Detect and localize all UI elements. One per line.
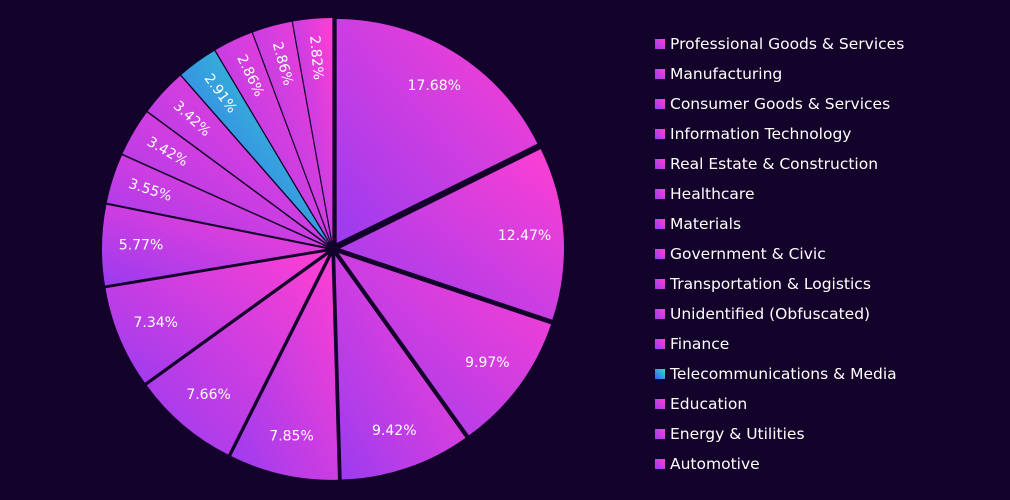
slice-label-government-and-civic: 5.77% (119, 238, 163, 254)
legend-swatch (655, 459, 665, 469)
legend-swatch (655, 279, 665, 289)
pie-slice-materials (105, 251, 327, 383)
slice-label-automotive: 2.82% (306, 35, 326, 81)
legend-swatch (655, 39, 665, 49)
slice-label-healthcare: 7.66% (186, 387, 230, 403)
legend-item-information-technology[interactable]: Information Technology (655, 119, 904, 149)
slice-label-manufacturing: 12.47% (498, 228, 551, 244)
pie-slice-education (215, 32, 330, 243)
legend-swatch (655, 129, 665, 139)
legend-item-unidentified-obfuscated[interactable]: Unidentified (Obfuscated) (655, 299, 904, 329)
legend-item-professional-goods-and-services[interactable]: Professional Goods & Services (655, 29, 904, 59)
legend-label: Unidentified (Obfuscated) (670, 305, 871, 323)
legend-swatch (655, 159, 665, 169)
legend-label: Finance (670, 335, 730, 353)
legend-swatch (655, 219, 665, 229)
pie-chart: 17.68% 12.47% 9.97% 9.42% 7.85% 7.66% 7.34% 5.7… (102, 18, 564, 480)
legend-label: Information Technology (670, 125, 852, 143)
pie-slice-government-and-civic (102, 204, 327, 286)
legend-item-materials[interactable]: Materials (655, 209, 904, 239)
legend-label: Education (670, 395, 748, 413)
slice-label-consumer-goods-and-services: 9.97% (465, 355, 509, 371)
legend-swatch (655, 399, 665, 409)
legend-swatch (655, 429, 665, 439)
slice-label-professional-goods-and-services: 17.68% (408, 78, 461, 94)
legend-label: Telecommunications & Media (670, 365, 897, 383)
slice-label-information-technology: 9.42% (372, 423, 416, 439)
legend-label: Consumer Goods & Services (670, 95, 891, 113)
pie-slice-finance (147, 75, 328, 245)
legend-item-manufacturing[interactable]: Manufacturing (655, 59, 904, 89)
legend-label: Manufacturing (670, 65, 783, 83)
legend-item-automotive[interactable]: Automotive (655, 449, 904, 479)
legend-item-education[interactable]: Education (655, 389, 904, 419)
legend-swatch (655, 249, 665, 259)
legend-swatch (655, 369, 665, 379)
slice-label-materials: 7.34% (134, 315, 178, 331)
legend-item-telecommunications-and-media[interactable]: Telecommunications & Media (655, 359, 904, 389)
legend-label: Transportation & Logistics (670, 275, 871, 293)
pie-slice-energy-and-utilities (252, 21, 332, 243)
slice-label-real-estate-and-construction: 7.85% (269, 428, 313, 444)
pie-slice-real-estate-and-construction (231, 255, 338, 480)
legend-item-government-and-civic[interactable]: Government & Civic (655, 239, 904, 269)
legend-swatch (655, 339, 665, 349)
legend-swatch (655, 99, 665, 109)
legend-item-real-estate-and-construction[interactable]: Real Estate & Construction (655, 149, 904, 179)
legend-swatch (655, 189, 665, 199)
chart-legend: Professional Goods & Services Manufacturi… (655, 29, 904, 479)
legend-label: Real Estate & Construction (670, 155, 879, 173)
pie-slice-transportation-and-logistics (106, 155, 327, 247)
pie-slice-consumer-goods-and-services (338, 253, 552, 436)
pie-slice-telecommunications-and-media (181, 50, 329, 244)
legend-label: Healthcare (670, 185, 755, 203)
legend-item-energy-and-utilities[interactable]: Energy & Utilities (655, 419, 904, 449)
pie-slice-unidentified-obfuscated (122, 112, 327, 246)
legend-swatch (655, 69, 665, 79)
legend-swatch (655, 309, 665, 319)
pie-slice-information-technology (335, 255, 466, 480)
pie-slice-professional-goods-and-services (336, 19, 538, 244)
pie-slice-automotive (292, 18, 333, 243)
pie-slice-manufacturing (339, 149, 564, 320)
pie-slice-healthcare (146, 254, 329, 455)
legend-label: Professional Goods & Services (670, 35, 905, 53)
legend-item-transportation-and-logistics[interactable]: Transportation & Logistics (655, 269, 904, 299)
legend-label: Automotive (670, 455, 760, 473)
legend-item-consumer-goods-and-services[interactable]: Consumer Goods & Services (655, 89, 904, 119)
legend-label: Materials (670, 215, 742, 233)
legend-item-finance[interactable]: Finance (655, 329, 904, 359)
legend-item-healthcare[interactable]: Healthcare (655, 179, 904, 209)
legend-label: Energy & Utilities (670, 425, 805, 443)
legend-label: Government & Civic (670, 245, 826, 263)
